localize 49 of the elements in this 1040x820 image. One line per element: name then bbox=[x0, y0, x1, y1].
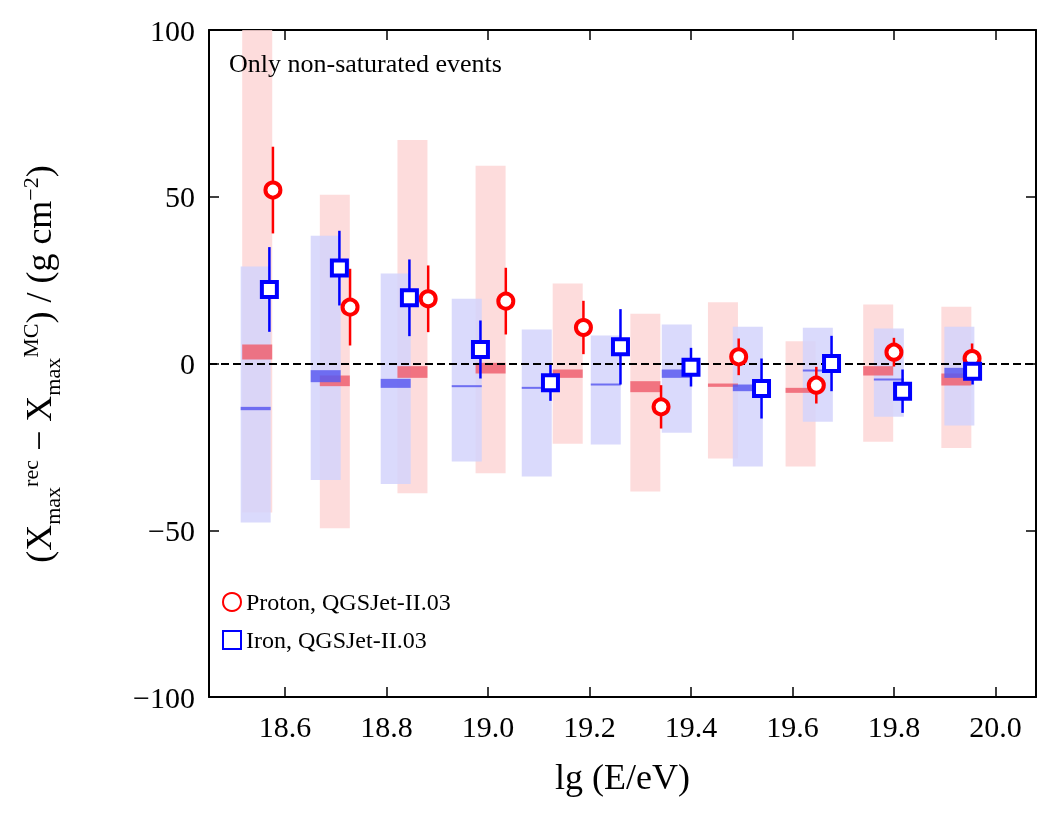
point bbox=[470, 339, 490, 359]
point bbox=[610, 337, 630, 357]
x-tick-label: 19.6 bbox=[766, 709, 819, 743]
legend-label: Iron, QGSJet-II.03 bbox=[246, 627, 427, 653]
y-tick-label: 0 bbox=[180, 347, 195, 380]
point bbox=[729, 347, 749, 367]
point bbox=[806, 375, 826, 395]
point bbox=[340, 297, 360, 317]
x-tick-label: 18.6 bbox=[258, 709, 312, 743]
x-tick-label: 19.2 bbox=[563, 709, 616, 743]
bar bbox=[397, 366, 428, 378]
point bbox=[399, 288, 419, 308]
point bbox=[418, 289, 438, 309]
x-tick-label: 19.0 bbox=[461, 709, 515, 743]
bar bbox=[240, 266, 271, 523]
x-tick-label: 19.8 bbox=[867, 709, 921, 743]
bar bbox=[242, 344, 273, 360]
y-tick-label: −50 bbox=[148, 513, 195, 547]
annotation: Only non-saturated events bbox=[229, 48, 502, 78]
point bbox=[752, 379, 772, 399]
y-tick-label: 100 bbox=[150, 13, 195, 47]
bar bbox=[630, 381, 661, 393]
y-tick-label: 50 bbox=[165, 180, 195, 214]
bar bbox=[380, 378, 411, 388]
legend-label: Proton, QGSJet-II.03 bbox=[246, 589, 451, 615]
bar bbox=[590, 383, 621, 386]
point bbox=[329, 258, 349, 278]
point bbox=[496, 291, 516, 311]
point bbox=[963, 361, 983, 381]
x-tick-label: 18.8 bbox=[360, 709, 413, 743]
bar bbox=[310, 370, 341, 383]
bar bbox=[240, 406, 271, 411]
point bbox=[263, 180, 283, 200]
x-axis-title: lg (E/eV) bbox=[555, 757, 690, 797]
point bbox=[651, 397, 671, 417]
point bbox=[540, 373, 560, 393]
y-tick-label: −100 bbox=[133, 680, 195, 714]
point bbox=[884, 342, 904, 362]
bar bbox=[873, 378, 904, 381]
point bbox=[893, 381, 913, 401]
point bbox=[681, 357, 701, 377]
x-tick-label: 20.0 bbox=[969, 709, 1022, 743]
bar bbox=[521, 329, 552, 477]
bar bbox=[863, 366, 894, 376]
point bbox=[573, 317, 593, 337]
point bbox=[822, 354, 842, 373]
point bbox=[259, 279, 279, 299]
x-tick-label: 19.4 bbox=[664, 709, 718, 743]
bar bbox=[451, 385, 482, 388]
